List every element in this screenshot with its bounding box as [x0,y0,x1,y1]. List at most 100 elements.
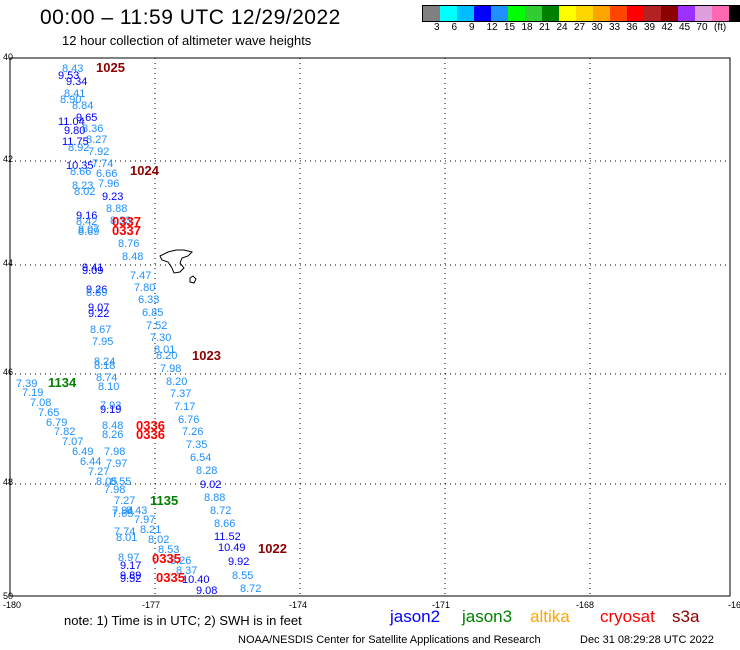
wave-height-label: 8.43 [62,63,84,75]
wave-height-label: 9.89 [120,570,142,582]
wave-height-label: 8.55 [110,476,132,488]
wave-height-label: 8.88 [106,203,128,215]
wave-height-label: 10.49 [218,542,246,554]
scale-swatch [525,6,542,21]
pass-time-label: 0335 [152,551,181,566]
scale-swatch [627,6,644,21]
wave-height-label: 8.20 [166,376,188,388]
scale-swatch [559,6,576,21]
wave-height-label: 7.98 [160,363,182,375]
scale-swatch [695,6,712,21]
wave-height-label: 8.48 [122,251,144,263]
wave-height-label: 8.05 [96,476,118,488]
wave-height-label: 8.72 [210,505,232,517]
wave-height-label: 7.08 [30,397,52,409]
color-scale-labels: 3 6 9 12 15 18 21 24 27 30 33 36 39 42 45 70 (ft) [422,22,740,34]
satellite-legend-s3a: s3a [672,607,700,626]
wave-height-label: 7.74 [114,526,136,538]
lon-label: -171 [432,600,451,610]
wave-height-label: 8.55 [232,570,254,582]
scale-swatch [593,6,610,21]
wave-height-label: 7.94 [112,505,134,517]
wave-height-label: 11.75 [62,136,89,148]
scale-swatch [729,6,740,21]
wave-height-label: 7.39 [16,378,38,390]
lat-label: 50 [3,591,14,601]
wave-height-label: 8.89 [86,287,108,299]
page-subtitle: 12 hour collection of altimeter wave hei… [62,33,312,48]
wave-height-label: 8.88 [204,492,226,504]
wave-height-label: 7.27 [88,466,110,478]
wave-height-label: 7.47 [130,270,152,282]
lon-label: -180 [3,600,22,610]
scale-swatch [678,6,695,21]
scale-swatch [440,6,457,21]
wave-height-label: 7.65 [112,508,134,520]
wave-height-label: 8.27 [86,134,108,146]
wave-height-label: 6.79 [46,417,68,429]
lat-label: 44 [3,258,14,268]
pass-time-label: 1024 [130,163,159,178]
pass-time-label: 0337 [112,223,141,238]
scale-label: (ft) [714,22,727,33]
wave-height-label: 8.37 [176,565,198,577]
wave-height-label: 6.44 [80,456,102,468]
lon-label: -177 [142,600,161,610]
wave-height-label: 10.35 [66,160,94,172]
wave-height-label: 8.92 [68,142,90,154]
scale-label: 45 [679,22,691,33]
scale-label: 3 [434,22,440,33]
wave-height-label: 7.17 [174,401,196,413]
wave-height-label: 8.21 [140,524,162,536]
wave-height-label: 6.49 [72,446,94,458]
scale-label: 12 [486,22,498,33]
pass-time-label: 0336 [136,427,165,442]
pass-time-label: 1025 [96,60,125,75]
wave-height-label: 7.98 [104,446,126,458]
scale-label: 6 [451,22,458,33]
wave-height-label: 9.53 [58,70,80,82]
scale-label: 70 [696,22,708,33]
wave-height-label: 8.72 [240,583,262,595]
lon-label: -174 [289,600,308,610]
wave-height-label: 9.65 [76,112,98,124]
wave-height-label: 9.02 [200,479,222,491]
lon-label: -16 [728,600,740,610]
scale-label: 33 [609,22,621,33]
wave-height-label: 9.23 [102,191,124,203]
wave-height-label: 6.76 [178,414,200,426]
wave-height-label: 8.66 [70,166,92,178]
pass-time-label: 1135 [150,493,179,508]
wave-height-label: 8.01 [116,532,138,544]
wave-height-label: 7.30 [150,332,172,344]
wave-height-label: 6.85 [142,307,164,319]
grid-lines [10,58,730,596]
wave-height-label: 7.97 [134,514,156,526]
island-outline [159,249,197,284]
pass-time-label: 1023 [192,348,221,363]
lat-label: 40 [3,52,14,62]
wave-height-label: 7.93 [100,400,122,412]
pass-time-label: 1134 [48,375,77,390]
wave-height-label: 8.69 [78,226,100,238]
scale-swatch [661,6,678,21]
scale-label: 21 [539,22,551,33]
lat-label: 46 [3,367,14,377]
scale-label: 15 [504,22,516,33]
wave-height-label: 8.10 [98,381,120,393]
wave-height-label: 9.09 [82,265,104,277]
wave-height-label: 7.97 [106,458,128,470]
wave-height-label: 7.96 [98,178,120,190]
wave-height-label: 7.07 [62,436,84,448]
wave-height-label: 7.98 [104,484,126,496]
lat-label: 42 [3,154,14,164]
wave-height-label: 8.24 [94,356,116,368]
wave-height-label: 8.18 [94,360,116,372]
wave-height-label: 11.52 [214,531,241,543]
wave-height-label: 8.01 [154,344,176,356]
scale-label: 42 [661,22,673,33]
wave-height-label: 6.66 [96,168,118,180]
scale-swatch [474,6,491,21]
wave-height-label: 9.07 [88,302,110,314]
wave-height-label: 7.37 [170,388,192,400]
